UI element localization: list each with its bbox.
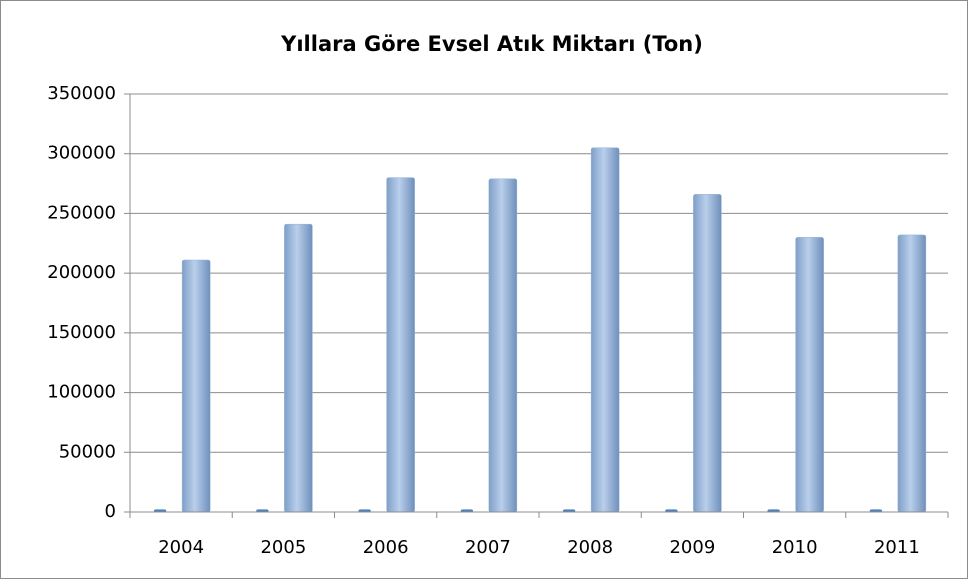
x-tick-label: 2008 <box>567 537 613 558</box>
y-tick-label: 250000 <box>47 202 116 223</box>
y-tick-label: 300000 <box>47 143 116 164</box>
x-tick-label: 2010 <box>772 537 818 558</box>
bar <box>181 259 211 513</box>
bar <box>284 223 313 513</box>
x-tick-label: 2006 <box>363 537 409 558</box>
chart-title: Yıllara Göre Evsel Atık Miktarı (Ton) <box>280 32 703 56</box>
y-tick-label: 0 <box>105 501 116 522</box>
y-tick-label: 350000 <box>47 83 116 104</box>
bar <box>795 237 824 513</box>
x-tick-label: 2009 <box>669 537 715 558</box>
bar <box>488 178 518 513</box>
y-tick-label: 200000 <box>47 262 116 283</box>
x-tick-label: 2004 <box>158 537 204 558</box>
y-tick-label: 100000 <box>47 382 116 403</box>
x-tick-label: 2005 <box>260 537 306 558</box>
bar <box>590 147 620 513</box>
y-tick-label: 150000 <box>47 322 116 343</box>
x-tick-label: 2007 <box>465 537 511 558</box>
bar <box>386 177 415 513</box>
bar <box>897 234 927 513</box>
x-tick-label: 2011 <box>874 537 920 558</box>
y-tick-label: 50000 <box>59 441 116 462</box>
bar <box>693 194 722 513</box>
